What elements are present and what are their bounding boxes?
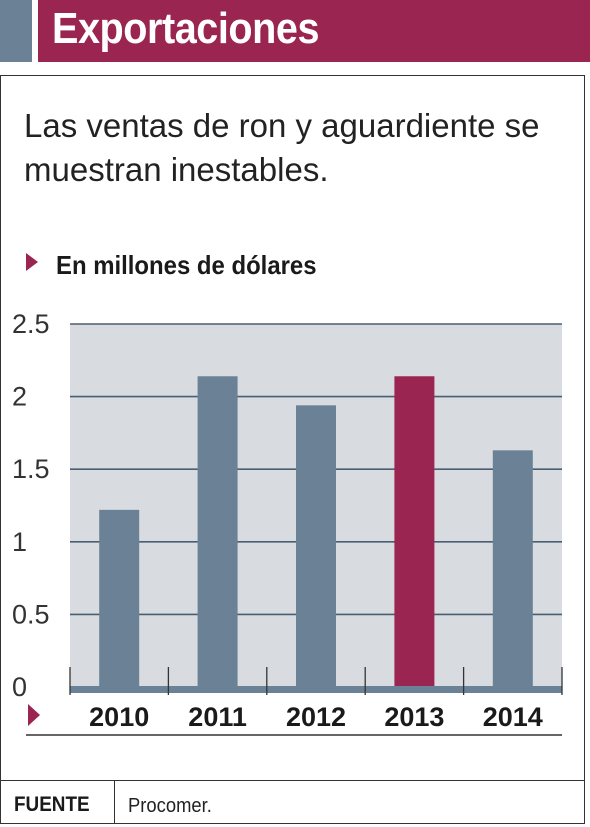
- footer-column-divider: [114, 781, 115, 824]
- y-tick-label: 0.5: [12, 599, 50, 629]
- footer-divider: [0, 780, 585, 781]
- header-accent-strip: [0, 0, 32, 62]
- y-tick-label: 0: [12, 672, 27, 702]
- y-tick-label: 2.5: [12, 309, 50, 339]
- x-axis-arrow-icon: [28, 704, 40, 726]
- arrow-right-icon: [26, 253, 38, 271]
- bar-2010: [99, 509, 140, 687]
- x-axis-baseline: [70, 686, 562, 693]
- bar-2012: [296, 405, 336, 687]
- x-tick-label: 2011: [188, 702, 247, 732]
- header-banner: Exportaciones: [38, 0, 590, 62]
- page-title: Exportaciones: [52, 4, 320, 53]
- y-tick-label: 2: [12, 382, 27, 412]
- bar-2013: [394, 376, 435, 687]
- x-tick-label: 2013: [384, 702, 444, 732]
- y-axis-label: En millones de dólares: [56, 250, 317, 280]
- y-tick-label: 1: [12, 527, 27, 557]
- source-value: Procomer.: [128, 795, 212, 817]
- x-tick-label: 2014: [483, 702, 543, 732]
- x-tick-label: 2010: [89, 702, 149, 732]
- y-tick-label: 1.5: [12, 454, 50, 484]
- chart-frame: [0, 75, 585, 824]
- chart-subtitle: Las ventas de ron y aguardiente se muest…: [24, 107, 540, 188]
- source-label: FUENTE: [14, 793, 90, 816]
- bar-2014: [492, 450, 533, 687]
- bar-chart: 0 0.5 1 1.5 2 2.5 2010 2011 2012 2013 2014: [12, 309, 563, 736]
- bar-2011: [197, 376, 238, 687]
- x-tick-label: 2012: [286, 702, 346, 732]
